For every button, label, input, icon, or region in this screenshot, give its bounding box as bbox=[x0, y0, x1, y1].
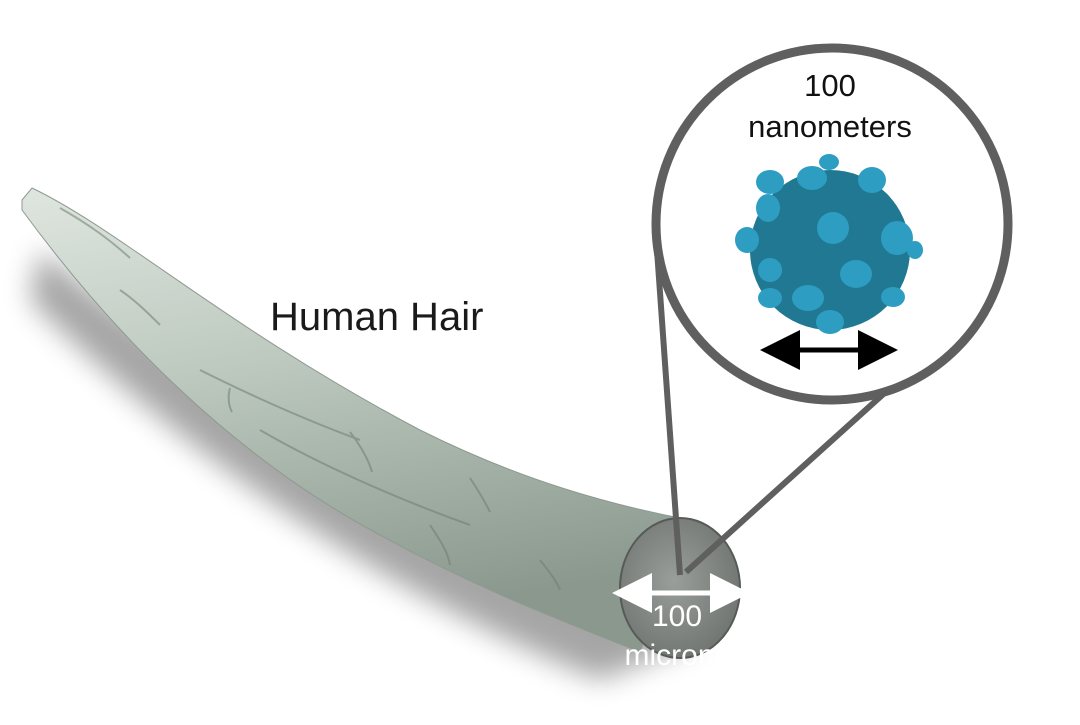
hair-cuticle-lines bbox=[59, 207, 561, 591]
hair-strand bbox=[21, 187, 691, 653]
nanoparticle-size-unit: nanometers bbox=[748, 109, 912, 144]
diagram-title: Human Hair bbox=[270, 295, 484, 339]
nanoparticle-size-value: 100 bbox=[804, 68, 856, 103]
magnifier-connector-right bbox=[683, 367, 913, 575]
magnifier-connector-left bbox=[654, 249, 683, 576]
hair-width-unit: microns bbox=[624, 639, 730, 672]
hair-width-value: 100 bbox=[651, 600, 703, 633]
nanoparticle bbox=[735, 154, 923, 334]
